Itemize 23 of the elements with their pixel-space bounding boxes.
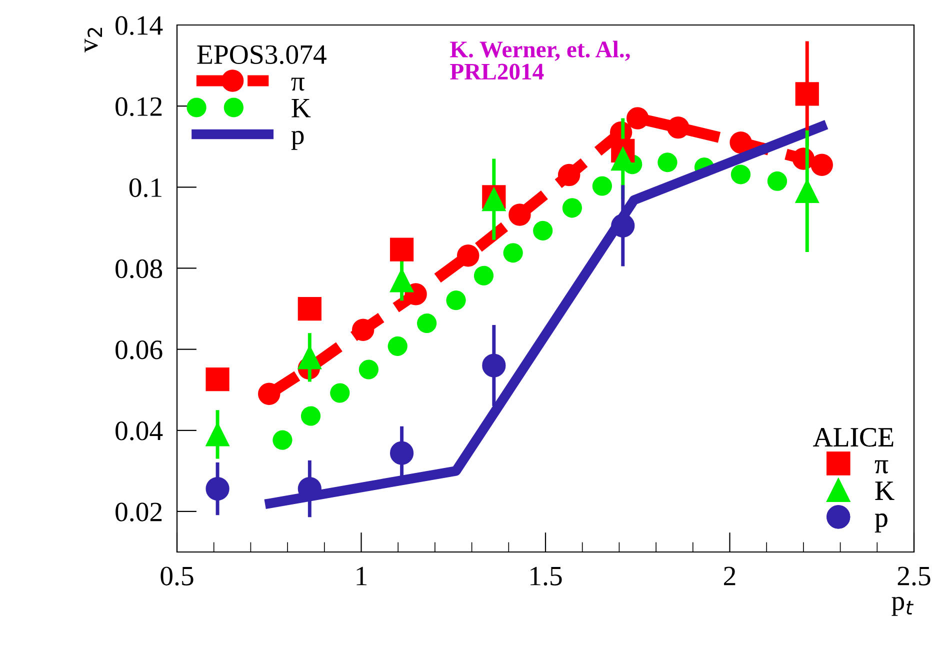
y-axis-title: v$_{2}$ <box>84 28 102 52</box>
legend-label: π <box>291 78 304 91</box>
annotation: K. Werner, et. Al., PRL2014 <box>450 40 630 80</box>
legend-label: K <box>875 482 894 500</box>
text: EPOS3.074 <box>197 45 326 64</box>
y-tick-label: 0.06 <box>116 340 162 360</box>
x-tick-label: 2.5 <box>898 566 930 586</box>
legend-label: π <box>874 460 888 474</box>
y-tick-label: 0.12 <box>116 97 162 116</box>
legend-label: p <box>874 514 888 533</box>
x-tick-label: 1.5 <box>530 566 562 586</box>
legend-label: p <box>291 130 304 150</box>
legend-label: K <box>292 99 311 118</box>
x-axis-title: p$_{t}$ <box>892 596 914 616</box>
y-tick-label: 0.1 <box>129 178 162 198</box>
x-tick-label: 2 <box>724 566 736 586</box>
x-tick-label: 0.5 <box>160 566 194 586</box>
text: ALICE <box>813 428 894 447</box>
x-tick-label: 1 <box>356 566 367 586</box>
y-tick-label: 0.02 <box>116 502 162 522</box>
y-tick-label: 0.04 <box>116 422 163 440</box>
y-tick-label: 0.08 <box>116 259 162 278</box>
y-tick-label: 0.14 <box>116 16 163 36</box>
